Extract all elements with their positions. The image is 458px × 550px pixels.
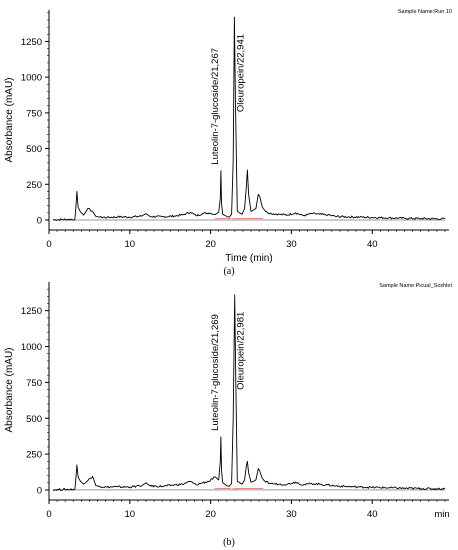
y-tick-label: 1000 — [21, 342, 42, 353]
x-unit-tick-label: min — [434, 509, 449, 520]
sample-name-label: Sample Name:Run 10 — [398, 9, 452, 15]
y-ticks: 0 250 500 750 1000 1250 — [21, 288, 49, 496]
chromatogram-panel-a: Sample Name:Run 10 Absorbance (mAU) Time… — [4, 9, 452, 277]
x-tick-label: 30 — [286, 239, 297, 250]
y-tick-label: 1250 — [21, 306, 42, 317]
y-tick-label: 1250 — [21, 37, 42, 48]
x-ticks: 0 10 20 30 40 — [46, 500, 446, 520]
x-tick-label: 20 — [205, 509, 216, 520]
y-axis-label: Absorbance (mAU) — [4, 77, 15, 162]
x-tick-label: 10 — [125, 239, 136, 250]
x-tick-label: 30 — [286, 509, 297, 520]
y-ticks: 0 250 500 750 1000 1250 — [21, 12, 49, 227]
x-tick-label: 40 — [367, 239, 378, 250]
y-tick-label: 500 — [26, 144, 42, 155]
x-tick-label: 0 — [46, 239, 51, 250]
y-tick-label: 500 — [26, 414, 42, 425]
peak-label: Luteolin-7-glucoside/21,269 — [210, 314, 221, 431]
x-ticks: 0 10 20 30 40 — [46, 230, 446, 250]
y-tick-label: 0 — [37, 485, 42, 496]
y-tick-label: 0 — [37, 216, 42, 227]
peak-annotations: Luteolin-7-glucoside/21,267 Oleuropein/22… — [210, 34, 247, 165]
panel-label-b: (b) — [223, 537, 235, 548]
y-tick-label: 250 — [26, 450, 42, 461]
x-tick-label: 10 — [125, 509, 136, 520]
x-tick-label: 20 — [205, 239, 216, 250]
panel-label-a: (a) — [223, 266, 234, 277]
chromatogram-panel-b: Sample Name:Picual_Soxhlet Absorbance (m… — [4, 282, 452, 548]
y-axis-label: Absorbance (mAU) — [4, 347, 15, 432]
peak-annotations: Luteolin-7-glucoside/21,269 Oleuropein/22… — [210, 312, 247, 431]
x-tick-label: 0 — [46, 509, 51, 520]
y-tick-label: 250 — [26, 180, 42, 191]
chromatogram-trace — [52, 294, 446, 492]
peak-label: Oleuropein/22,981 — [236, 312, 247, 390]
peak-label: Oleuropein/22,941 — [235, 34, 246, 112]
x-tick-label: 40 — [367, 509, 378, 520]
x-axis-label: Time (min) — [225, 253, 272, 264]
peak-label: Luteolin-7-glucoside/21,267 — [210, 48, 221, 165]
y-tick-label: 1000 — [21, 73, 42, 84]
y-tick-label: 750 — [26, 108, 42, 119]
chromatogram-trace — [53, 16, 446, 221]
sample-name-label: Sample Name:Picual_Soxhlet — [379, 283, 452, 289]
y-tick-label: 750 — [26, 378, 42, 389]
